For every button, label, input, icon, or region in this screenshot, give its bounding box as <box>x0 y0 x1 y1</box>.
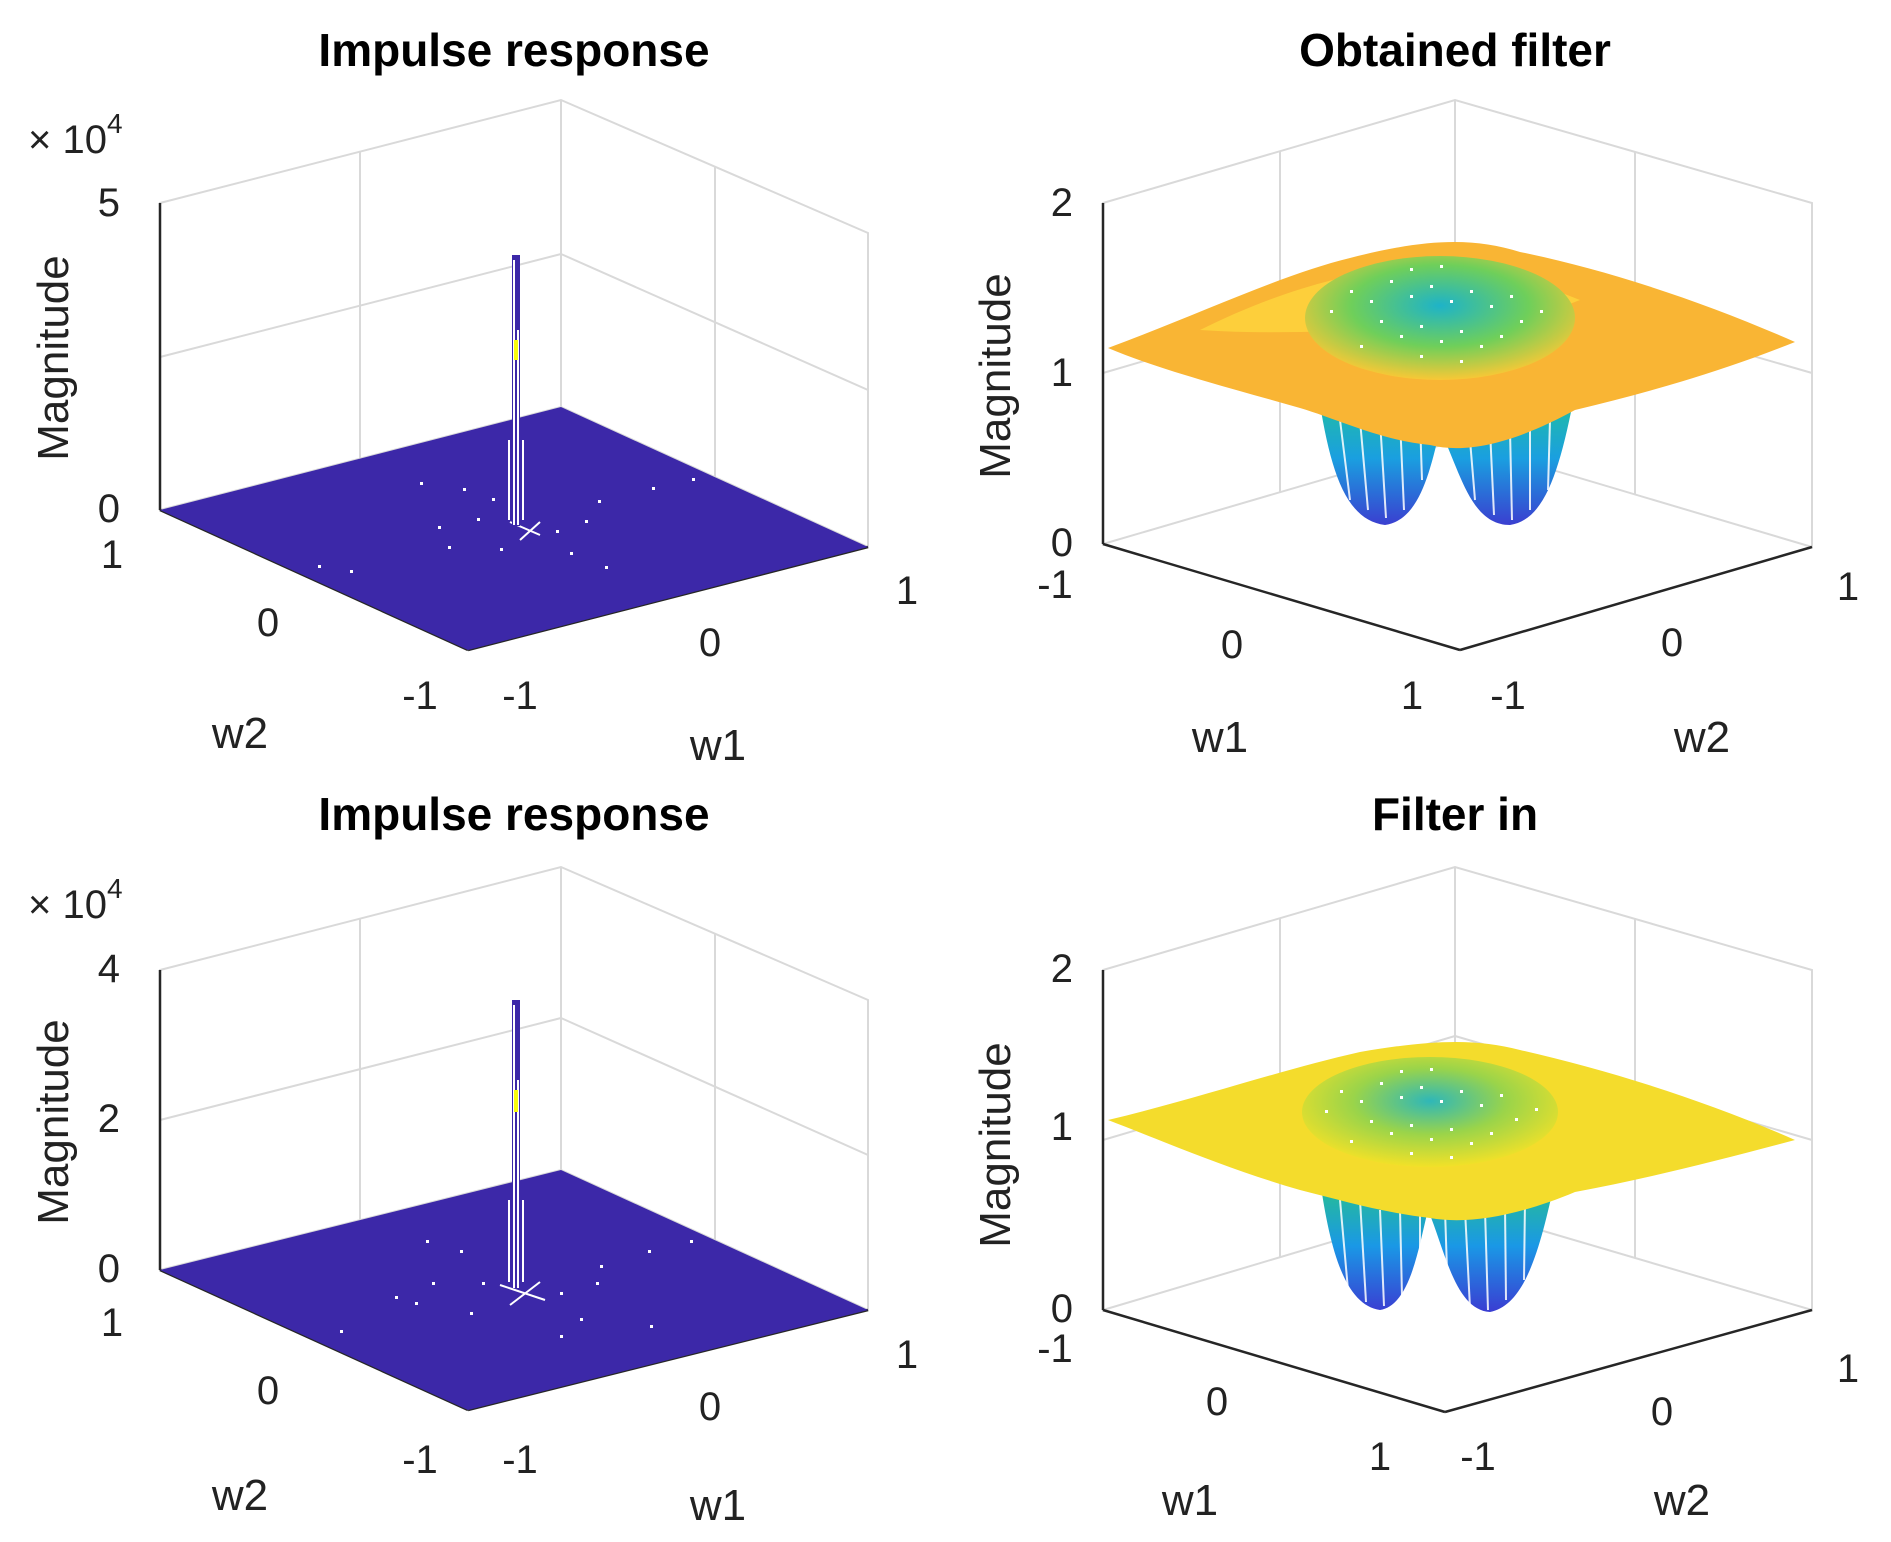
z-axis-label: Magnitude <box>971 273 1020 478</box>
z-axis-label: Magnitude <box>971 1042 1020 1247</box>
z-tick: 0 <box>98 487 120 531</box>
x-axis-label: w2 <box>211 709 268 758</box>
z-axis-label: Magnitude <box>29 255 78 460</box>
z-tick: 2 <box>98 1097 120 1141</box>
y-tick: 0 <box>699 621 721 665</box>
z-tick: 0 <box>1051 521 1073 565</box>
x-tick: 1 <box>101 1301 123 1345</box>
z-multiplier: × 10 <box>28 118 107 162</box>
surface-speckles <box>340 1240 693 1338</box>
z-exponent: 4 <box>107 873 123 904</box>
axis-lines <box>1101 203 1813 652</box>
y-tick: -1 <box>502 1438 538 1482</box>
subplot-impulse-response-top: Impulse response × 104 5 0 Magnitude 1 0… <box>28 24 918 770</box>
z-tick: 4 <box>98 947 120 991</box>
x-tick: 0 <box>1206 1380 1228 1424</box>
z-multiplier: × 10 <box>28 883 107 927</box>
subplot-title: Impulse response <box>318 788 709 840</box>
subplot-obtained-filter: Obtained filter 2 1 0 Magnitude -1 0 1 w… <box>971 24 1859 762</box>
x-axis-label: w1 <box>1191 713 1248 762</box>
filter-surface <box>1108 1041 1795 1312</box>
x-tick: 1 <box>101 533 123 577</box>
y-tick: 1 <box>1837 1347 1859 1391</box>
z-tick: 2 <box>1051 947 1073 991</box>
y-tick: -1 <box>1490 674 1526 718</box>
y-tick: -1 <box>502 674 538 718</box>
y-axis-label: w2 <box>1673 713 1730 762</box>
z-tick: 1 <box>1051 1105 1073 1149</box>
y-axis-label: w1 <box>689 1481 746 1530</box>
y-axis-label: w2 <box>1653 1476 1710 1525</box>
x-tick: 0 <box>257 601 279 645</box>
x-tick: -1 <box>1037 563 1073 607</box>
x-axis-label: w1 <box>1161 1476 1218 1525</box>
subplot-title: Filter in <box>1372 788 1538 840</box>
x-tick: -1 <box>402 674 438 718</box>
impulse-spike <box>508 255 524 526</box>
y-tick: 0 <box>1651 1390 1673 1434</box>
x-tick: 0 <box>257 1369 279 1413</box>
subplot-impulse-response-bottom: Impulse response × 104 4 2 0 Magnitude 1… <box>28 788 918 1530</box>
z-tick: 0 <box>1051 1287 1073 1331</box>
z-multiplier-label: × 104 <box>28 873 123 927</box>
y-tick: 0 <box>699 1385 721 1429</box>
x-axis-label: w2 <box>211 1471 268 1520</box>
y-tick: 1 <box>1837 565 1859 609</box>
axis-lines <box>1101 970 1813 1414</box>
z-exponent: 4 <box>107 108 123 139</box>
z-axis-label: Magnitude <box>29 1019 78 1224</box>
x-tick: 1 <box>1401 674 1423 718</box>
x-tick: -1 <box>1037 1327 1073 1371</box>
z-tick: 2 <box>1051 181 1073 225</box>
filter-surface <box>1108 241 1795 525</box>
impulse-spike <box>508 1000 524 1288</box>
y-tick: 0 <box>1661 621 1683 665</box>
subplot-title: Impulse response <box>318 24 709 76</box>
x-tick: 1 <box>1369 1435 1391 1479</box>
z-tick: 0 <box>98 1247 120 1291</box>
y-tick: 1 <box>896 569 918 613</box>
z-multiplier-label: × 104 <box>28 108 123 162</box>
x-tick: 0 <box>1221 623 1243 667</box>
y-tick: 1 <box>896 1333 918 1377</box>
subplot-filter-in: Filter in 2 1 0 Magnitude -1 0 1 w1 -1 0… <box>971 788 1859 1525</box>
z-tick: 5 <box>98 181 120 225</box>
x-tick: -1 <box>402 1438 438 1482</box>
z-tick: 1 <box>1051 351 1073 395</box>
y-axis-label: w1 <box>689 721 746 770</box>
surface-floor <box>160 407 868 650</box>
subplot-title: Obtained filter <box>1299 24 1611 76</box>
y-tick: -1 <box>1460 1435 1496 1479</box>
